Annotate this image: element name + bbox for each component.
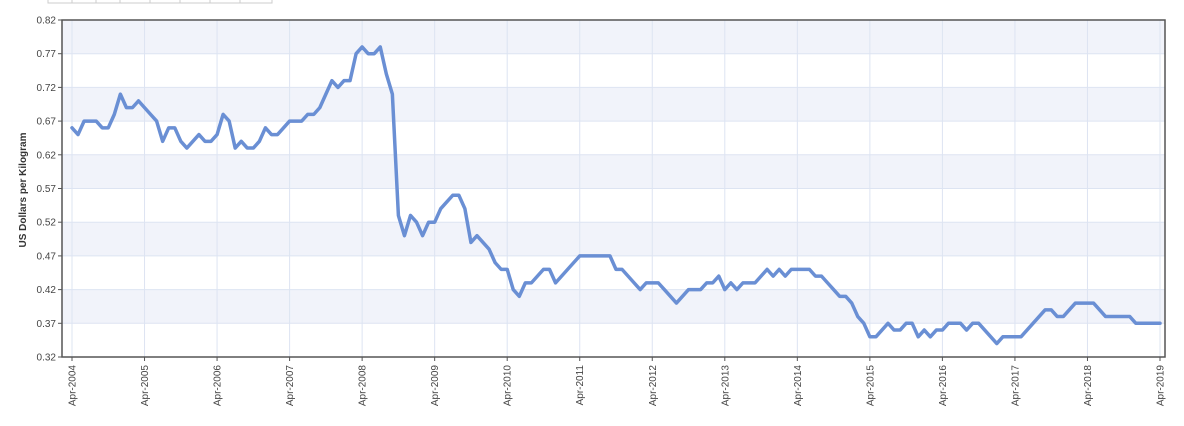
x-tick-label: Apr-2007 xyxy=(285,365,296,407)
x-tick-label: Apr-2012 xyxy=(648,365,659,407)
x-tick-label: Apr-2010 xyxy=(503,365,514,407)
x-tick-label: Apr-2011 xyxy=(575,365,586,406)
y-tick-label: 0.82 xyxy=(37,16,57,27)
x-tick-label: Apr-2015 xyxy=(865,365,876,407)
tab xyxy=(239,0,273,4)
tab xyxy=(149,0,181,4)
y-axis-label: US Dollars per Kilogram xyxy=(18,132,29,247)
x-tick-label: Apr-2006 xyxy=(213,365,224,407)
plot-band xyxy=(62,20,1165,54)
x-tick-label: Apr-2008 xyxy=(358,365,369,407)
plot-band xyxy=(62,87,1165,122)
data-line xyxy=(70,45,1162,346)
tab xyxy=(95,0,121,4)
y-tick-label: 0.32 xyxy=(37,353,57,364)
x-tick-label: Apr-2018 xyxy=(1083,365,1094,407)
plot-border xyxy=(61,19,1166,358)
plot-band xyxy=(62,222,1165,256)
tab xyxy=(71,0,97,4)
x-tick-label: Apr-2005 xyxy=(140,365,151,407)
tab xyxy=(47,0,73,4)
y-tick-label: 0.72 xyxy=(37,83,57,94)
tab xyxy=(179,0,211,4)
plot-band xyxy=(62,289,1165,324)
y-tick-label: 0.77 xyxy=(37,49,57,60)
tab xyxy=(209,0,241,4)
y-tick-label: 0.62 xyxy=(37,150,57,161)
plot-band xyxy=(62,154,1165,189)
tab xyxy=(119,0,151,4)
y-tick-label: 0.67 xyxy=(37,117,57,128)
x-tick-label: Apr-2013 xyxy=(720,365,731,407)
y-tick-label: 0.42 xyxy=(37,285,57,296)
x-tick-label: Apr-2014 xyxy=(793,365,804,407)
x-tick-label: Apr-2004 xyxy=(68,365,79,407)
x-tick-label: Apr-2016 xyxy=(938,365,949,407)
x-tick-label: Apr-2019 xyxy=(1156,365,1167,407)
y-tick-label: 0.37 xyxy=(37,319,57,330)
y-tick-label: 0.57 xyxy=(37,184,57,195)
tab-strip xyxy=(47,0,273,4)
y-tick-label: 0.47 xyxy=(37,251,57,262)
x-tick-label: Apr-2017 xyxy=(1010,365,1021,407)
y-tick-label: 0.52 xyxy=(37,218,57,229)
x-tick-label: Apr-2009 xyxy=(430,365,441,407)
